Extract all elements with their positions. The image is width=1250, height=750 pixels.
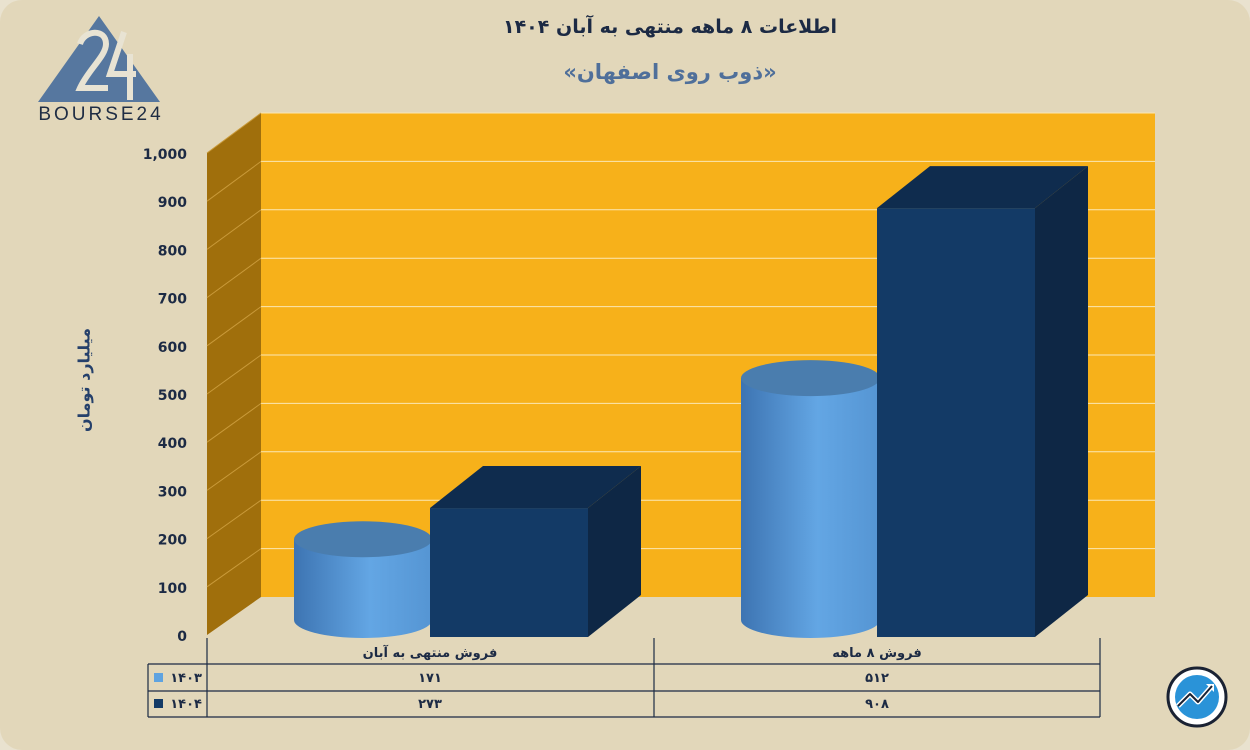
bar-box-1404	[430, 466, 641, 637]
y-tick-label: 0	[177, 629, 187, 645]
table-value: ۲۷۳	[418, 697, 442, 712]
gridline-side	[206, 402, 262, 443]
table-value: ۹۰۸	[865, 697, 889, 712]
bars	[294, 166, 1088, 639]
chart-title: اطلاعات ۸ ماهه منتهی به آبان ۱۴۰۴	[502, 16, 838, 38]
bar-box-top	[430, 466, 641, 509]
gridline-side	[206, 451, 262, 491]
table-category-label: فروش منتهی به آبان	[363, 644, 498, 661]
bar-cylinder-1403	[741, 360, 880, 639]
bar-cylinder-top	[294, 521, 432, 558]
gridline-side	[206, 160, 262, 202]
legend-label: ۱۴۰۴	[170, 697, 202, 712]
bar-box-side	[588, 466, 641, 637]
trend-up-arrow-icon[interactable]	[1166, 666, 1228, 728]
y-tick-label: 800	[158, 243, 187, 259]
table-category-label: فروش ۸ ماهه	[832, 646, 921, 661]
gridline-side	[206, 257, 262, 299]
bar-box-1404	[877, 166, 1088, 638]
bar-cylinder-top	[741, 360, 880, 397]
chart-subtitle: «ذوب روی اصفهان»	[563, 60, 777, 84]
bar-cylinder-body	[294, 539, 432, 638]
table-value: ۵۱۲	[865, 671, 889, 686]
data-table: فروش منتهی به آبان فروش ۸ ماهه ۱۴۰۳ ۱۷۱ ۵۱۲ ۱…	[147, 638, 1101, 718]
y-tick-label: 100	[158, 581, 187, 597]
bourse24-logo-icon	[38, 16, 160, 102]
legend-key-۱۴۰۳	[154, 673, 163, 682]
gridline-side	[206, 112, 262, 154]
bar-box-front	[877, 208, 1035, 638]
gridline-side	[206, 548, 262, 588]
bar-box-top	[877, 166, 1088, 209]
y-axis-ticks: 0 100 200 300 400 500 600 700 800 900 1,000	[143, 147, 188, 645]
y-tick-label: 700	[158, 292, 187, 308]
y-tick-label: 200	[158, 533, 187, 549]
table-value: ۱۷۱	[418, 671, 442, 686]
y-tick-label: 1,000	[143, 147, 188, 163]
y-tick-label: 400	[158, 436, 187, 452]
gridline-side	[206, 354, 262, 395]
legend-key-۱۴۰۴	[154, 699, 163, 708]
bar-cylinder-1403	[294, 521, 432, 638]
bar-box-side	[1035, 166, 1088, 638]
gridline-side	[206, 499, 262, 540]
y-tick-label: 500	[158, 388, 187, 404]
legend-label: ۱۴۰۳	[170, 671, 202, 686]
logo-text: BOURSE24	[38, 104, 164, 125]
gridline-side	[206, 306, 262, 347]
bar-cylinder-body	[741, 378, 880, 639]
bar-box-front	[430, 508, 588, 637]
gridline-side	[206, 209, 262, 250]
y-tick-label: 600	[158, 340, 187, 356]
y-tick-label: 300	[158, 484, 187, 500]
y-tick-label: 900	[158, 195, 187, 211]
